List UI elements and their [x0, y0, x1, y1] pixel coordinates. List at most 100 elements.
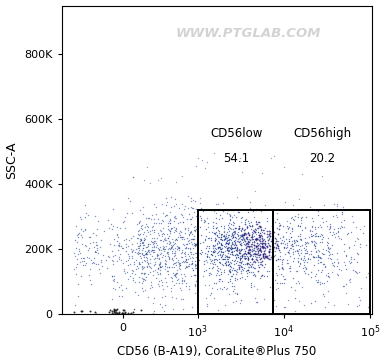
Point: [110, 223, 116, 229]
Point: [285, 225, 291, 231]
Point: [160, 218, 166, 223]
Point: [160, 252, 166, 258]
Point: [234, 245, 240, 250]
Point: [167, 246, 173, 252]
Point: [250, 208, 256, 214]
Point: [143, 252, 149, 257]
Point: [136, 219, 142, 225]
Point: [232, 241, 238, 247]
Point: [113, 310, 119, 316]
Point: [179, 241, 186, 246]
Point: [262, 240, 268, 246]
Point: [169, 255, 176, 261]
Point: [223, 236, 230, 241]
Point: [298, 238, 305, 244]
Point: [75, 251, 81, 257]
Point: [201, 268, 207, 274]
Point: [234, 262, 240, 268]
Point: [154, 242, 160, 248]
Point: [348, 254, 354, 260]
Point: [135, 244, 142, 249]
Point: [310, 254, 317, 260]
Point: [260, 237, 266, 243]
Point: [315, 268, 322, 273]
Point: [327, 224, 333, 230]
Point: [139, 226, 145, 232]
Point: [235, 233, 242, 239]
Point: [150, 249, 156, 255]
Point: [251, 242, 257, 248]
Point: [130, 174, 136, 180]
Point: [351, 257, 357, 262]
Point: [313, 230, 320, 236]
Point: [272, 277, 278, 283]
Point: [219, 237, 225, 243]
Point: [223, 236, 229, 241]
Point: [235, 259, 242, 265]
Point: [288, 242, 294, 248]
Point: [231, 267, 237, 273]
Point: [159, 294, 166, 300]
Point: [320, 291, 327, 297]
Point: [224, 240, 230, 246]
Point: [295, 259, 301, 265]
Point: [310, 218, 316, 224]
Point: [283, 257, 290, 263]
Point: [196, 224, 203, 230]
Point: [231, 242, 237, 248]
Point: [284, 260, 290, 266]
Point: [289, 241, 295, 246]
Point: [144, 259, 150, 265]
Point: [82, 262, 88, 268]
Point: [348, 256, 354, 262]
Point: [262, 238, 268, 244]
Point: [214, 270, 220, 276]
Point: [223, 258, 230, 264]
Point: [257, 256, 263, 261]
Point: [311, 262, 317, 268]
Point: [79, 241, 85, 247]
Point: [289, 241, 295, 247]
Point: [318, 269, 324, 275]
Point: [220, 256, 226, 262]
Point: [222, 237, 228, 242]
Point: [108, 309, 115, 314]
Point: [255, 248, 261, 254]
Text: 54.1: 54.1: [223, 152, 249, 165]
Point: [299, 284, 305, 290]
Point: [227, 266, 233, 272]
Point: [222, 260, 229, 265]
Point: [186, 237, 192, 242]
Point: [112, 310, 118, 316]
Point: [346, 244, 352, 250]
Point: [154, 266, 161, 272]
Point: [247, 207, 254, 213]
Point: [130, 268, 136, 273]
Point: [269, 236, 275, 241]
Point: [166, 230, 173, 236]
Point: [169, 264, 175, 270]
Point: [165, 226, 171, 232]
Point: [141, 257, 147, 263]
Point: [222, 252, 228, 258]
Point: [87, 266, 93, 272]
Y-axis label: SSC-A: SSC-A: [5, 141, 19, 179]
Point: [120, 307, 126, 313]
Point: [203, 303, 210, 309]
Point: [166, 228, 172, 233]
Point: [239, 254, 245, 260]
Point: [330, 229, 336, 235]
Point: [80, 255, 86, 261]
Point: [269, 252, 275, 258]
Point: [188, 241, 195, 246]
Point: [149, 284, 156, 290]
Point: [95, 218, 101, 223]
Point: [128, 310, 134, 316]
Point: [278, 240, 284, 246]
Point: [188, 204, 194, 210]
Point: [142, 270, 148, 276]
Point: [188, 251, 195, 257]
Point: [135, 228, 141, 234]
Point: [281, 245, 287, 251]
Point: [245, 256, 251, 261]
